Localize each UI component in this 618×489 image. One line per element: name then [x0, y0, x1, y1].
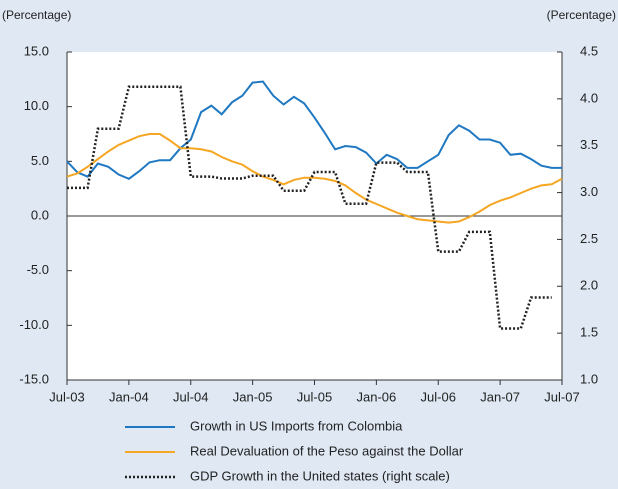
x-tick-label: Jul-06 [421, 389, 456, 404]
y2-tick-label: 1.5 [580, 325, 598, 340]
x-tick-label: Jan-05 [233, 389, 273, 404]
y-tick-label: 15.0 [24, 43, 49, 58]
x-tick-label: Jan-06 [357, 389, 397, 404]
legend-label: Real Devaluation of the Peso against the… [190, 443, 464, 458]
x-tick-label: Jul-03 [49, 389, 84, 404]
legend-label: Growth in US Imports from Colombia [190, 418, 403, 433]
y2-axis-label: (Percentage) [547, 8, 616, 22]
y2-tick-label: 1.0 [580, 371, 598, 386]
x-tick-label: Jan-04 [109, 389, 149, 404]
y2-tick-label: 3.5 [580, 137, 598, 152]
y-axis-label: (Percentage) [2, 8, 71, 22]
x-tick-label: Jul-05 [297, 389, 332, 404]
y-tick-label: -10.0 [19, 317, 49, 332]
y2-tick-label: 2.5 [580, 231, 598, 246]
y-tick-label: 5.0 [31, 153, 49, 168]
y2-tick-label: 3.0 [580, 184, 598, 199]
y2-tick-label: 2.0 [580, 278, 598, 293]
y2-tick-label: 4.5 [580, 43, 598, 58]
legend-label: GDP Growth in the United states (right s… [190, 468, 450, 483]
x-tick-label: Jul-04 [173, 389, 208, 404]
series-line [66, 80, 562, 180]
y-tick-label: 10.0 [24, 98, 49, 113]
y-tick-label: 0.0 [31, 207, 49, 222]
y2-tick-label: 4.0 [580, 90, 598, 105]
x-tick-label: Jul-07 [544, 389, 579, 404]
y-tick-label: -5.0 [27, 262, 49, 277]
x-tick-label: Jan-07 [480, 389, 520, 404]
series-line [66, 133, 563, 224]
y-tick-label: -15.0 [19, 371, 49, 386]
